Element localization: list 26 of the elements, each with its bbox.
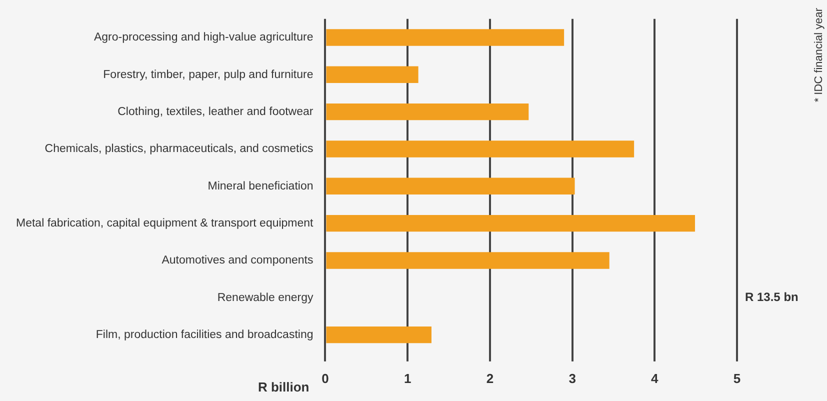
bar <box>326 29 564 46</box>
bar <box>326 214 695 232</box>
bar <box>326 66 418 84</box>
x-tick-label: 1 <box>404 370 412 386</box>
bar <box>326 103 529 120</box>
x-tick-label: 5 <box>733 370 741 386</box>
y-tick-label: Mineral beneficiation <box>208 180 314 192</box>
y-tick-label: Forestry, timber, paper, pulp and furniture <box>103 68 314 81</box>
text: R 13.5 bn <box>745 290 798 304</box>
x-tick-label: 3 <box>568 370 576 386</box>
bar <box>326 252 610 269</box>
y-tick-label: Agro-processing and high-value agriculture <box>94 32 314 44</box>
y-tick-label: Chemicals, plastics, pharmaceuticals, and cosmetics <box>44 143 314 156</box>
bar <box>326 326 432 344</box>
text: * IDC financial year <box>813 8 826 102</box>
bar <box>326 140 634 158</box>
y-tick-label: Metal fabrication, capital equipment & transport equipment <box>16 217 314 230</box>
y-tick-label: Renewable energy <box>217 292 314 304</box>
x-tick-label: 2 <box>486 370 494 386</box>
y-tick-label: Automotives and components <box>162 254 314 267</box>
y-tick-label: Film, production facilities and broadcasting <box>96 328 314 341</box>
x-tick-label: 0 <box>322 370 329 386</box>
x-axis-title: R billion <box>258 380 310 395</box>
x-tick-label: 4 <box>651 370 660 386</box>
bar <box>326 178 575 195</box>
y-tick-label: Clothing, textiles, leather and footwear <box>118 106 314 118</box>
